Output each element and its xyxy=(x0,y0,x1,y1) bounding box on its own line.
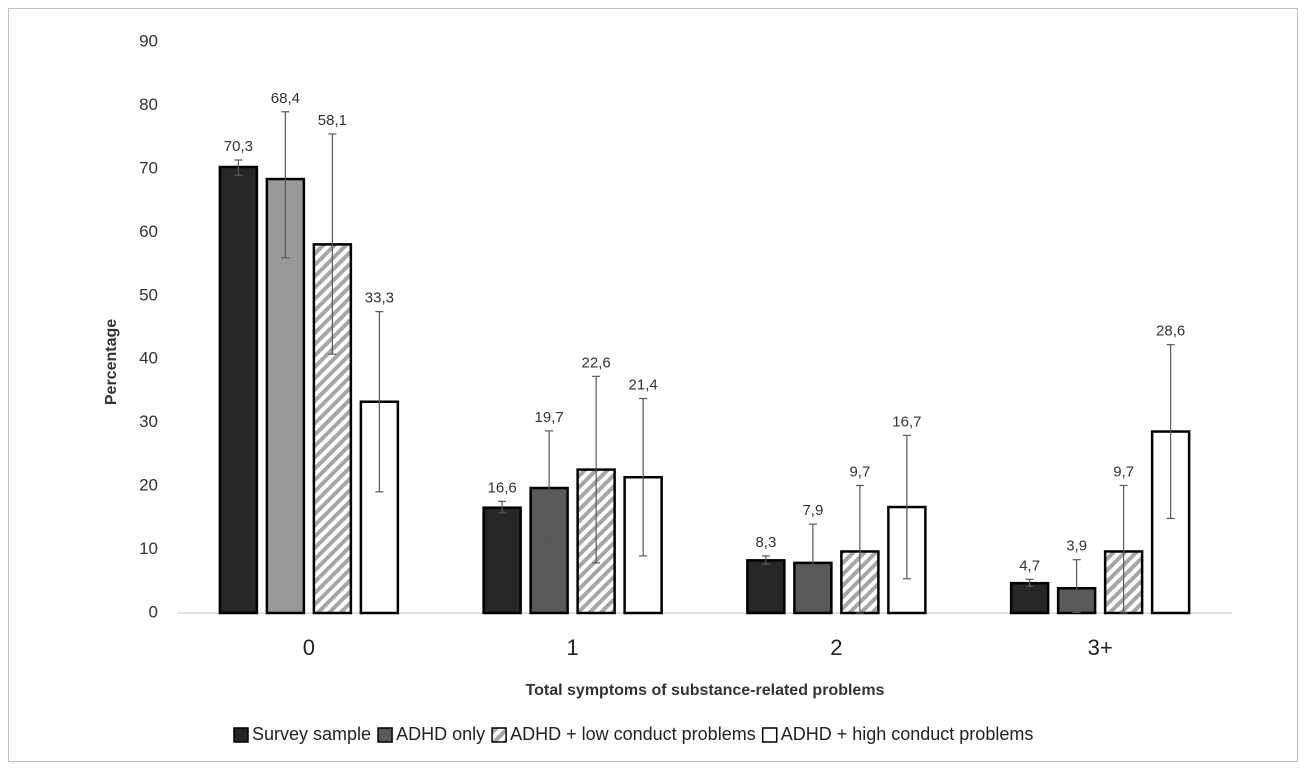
y-tick-label: 70 xyxy=(139,158,158,177)
data-label: 19,7 xyxy=(535,409,564,426)
data-label: 58,1 xyxy=(318,112,347,129)
y-tick-label: 60 xyxy=(139,222,158,241)
legend-swatch xyxy=(761,727,778,743)
legend-swatch xyxy=(377,727,393,743)
data-label: 8,3 xyxy=(755,534,776,551)
data-label: 28,6 xyxy=(1156,323,1185,340)
category-label: 0 xyxy=(303,635,315,660)
legend-label: Survey sample xyxy=(252,724,371,744)
y-axis-title: Percentage xyxy=(103,319,120,405)
y-tick-label: 30 xyxy=(139,412,158,431)
legend-swatch xyxy=(491,727,507,743)
y-tick-label: 40 xyxy=(139,349,158,368)
bar xyxy=(482,506,522,615)
data-label: 9,7 xyxy=(849,463,870,480)
error-bars-layer xyxy=(234,111,1175,614)
legend-label: ADHD + high conduct problems xyxy=(781,724,1034,744)
x-axis-title: Total symptoms of substance-related prob… xyxy=(526,682,885,699)
y-tick-label: 0 xyxy=(149,602,158,621)
bar xyxy=(218,165,259,615)
data-label: 22,6 xyxy=(582,354,611,371)
category-label: 2 xyxy=(830,635,842,660)
data-label: 33,3 xyxy=(365,290,394,307)
bar xyxy=(359,400,400,615)
data-label: 21,4 xyxy=(629,377,658,394)
data-label: 16,7 xyxy=(892,413,921,430)
y-axis-title-group: Percentage xyxy=(103,319,120,405)
data-label: 7,9 xyxy=(802,502,823,519)
legend: Survey sample ADHD only ADHD + low conduct… xyxy=(233,724,1034,744)
data-labels-layer: 70,3 68,4 58,1 33,3 16,6 19,7 22,6 21,4 8,3 7,9 9,… xyxy=(224,90,1185,575)
legend-swatch xyxy=(233,727,249,743)
legend-label: ADHD + low conduct problems xyxy=(510,724,756,744)
data-label: 16,6 xyxy=(488,479,517,496)
bars-layer xyxy=(218,165,1191,615)
y-tick-label: 50 xyxy=(139,285,158,304)
y-tick-label: 90 xyxy=(139,31,158,50)
category-label: 3+ xyxy=(1088,635,1113,660)
data-label: 4,7 xyxy=(1019,557,1040,574)
bar xyxy=(746,559,786,615)
bar xyxy=(1009,581,1050,615)
data-label: 68,4 xyxy=(271,90,300,107)
data-label: 3,9 xyxy=(1066,538,1087,555)
category-label: 1 xyxy=(567,635,579,660)
legend-label: ADHD only xyxy=(396,724,485,744)
data-label: 9,7 xyxy=(1113,463,1134,480)
y-tick-labels: 0 10 20 30 40 50 60 70 80 90 xyxy=(139,31,158,621)
category-labels: 0 1 2 3+ xyxy=(303,635,1113,660)
data-label: 70,3 xyxy=(224,138,253,155)
y-tick-label: 20 xyxy=(139,476,158,495)
y-tick-label: 80 xyxy=(139,95,158,114)
y-tick-label: 10 xyxy=(139,539,158,558)
